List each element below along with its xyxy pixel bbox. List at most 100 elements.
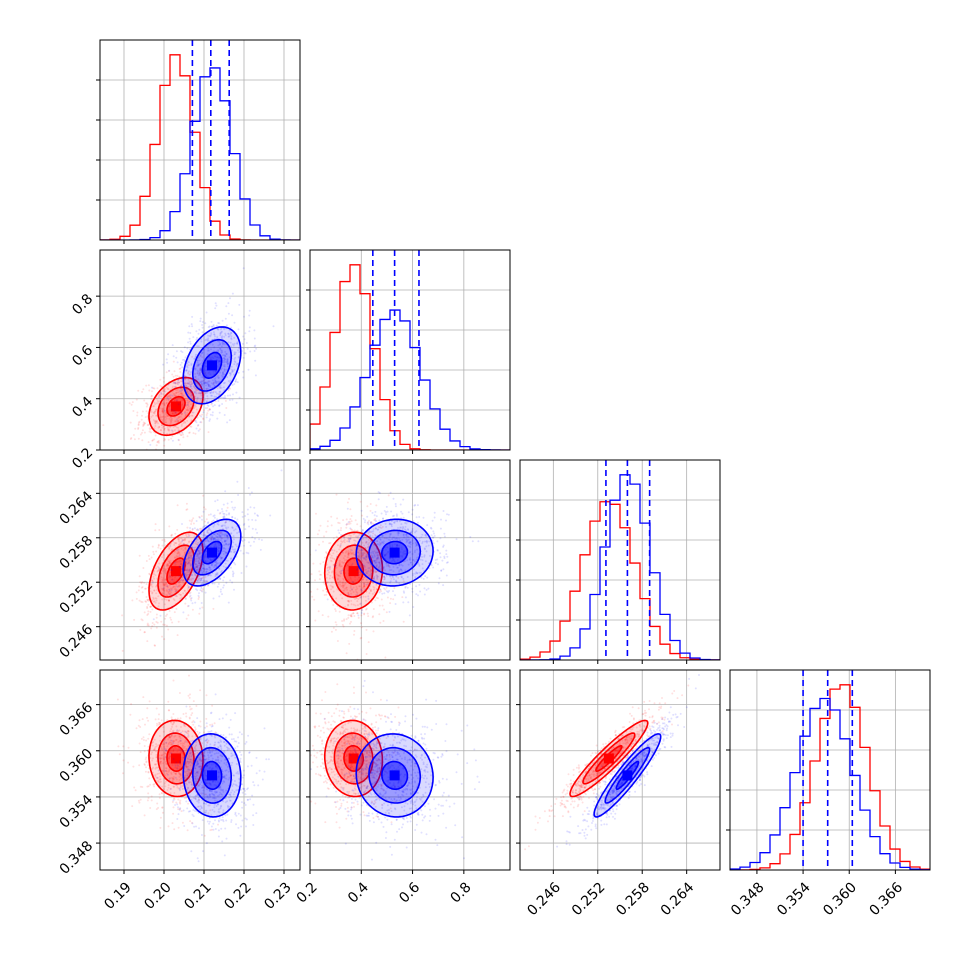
sample-point (217, 550, 220, 553)
sample-point (314, 619, 317, 622)
sample-point (153, 589, 156, 592)
sample-point (189, 371, 192, 374)
sample-point (376, 551, 379, 554)
sample-point (194, 368, 197, 371)
sample-point (385, 586, 388, 589)
sample-point (187, 585, 190, 588)
sample-point (366, 522, 369, 525)
sample-point (225, 552, 228, 555)
sample-point (183, 360, 186, 363)
sample-point (204, 554, 207, 557)
sample-point (154, 644, 156, 647)
sample-point (185, 712, 187, 715)
sample-point (351, 556, 354, 559)
sample-point (147, 458, 149, 460)
sample-point (184, 384, 187, 387)
sample-point (187, 557, 190, 560)
sample-point (383, 576, 386, 579)
sample-point (356, 600, 359, 603)
sample-point (222, 517, 225, 519)
sample-point (338, 564, 341, 566)
sample-point (154, 408, 157, 411)
sample-point (360, 531, 363, 533)
sample-point (361, 608, 364, 611)
sample-point (341, 623, 344, 626)
sample-point (179, 597, 182, 600)
sample-point (218, 535, 221, 538)
sample-point (404, 586, 407, 589)
sample-point (443, 532, 446, 535)
sample-point (178, 543, 181, 545)
sample-point (186, 362, 189, 365)
sample-point (224, 548, 227, 550)
sample-point (222, 382, 225, 385)
sample-point (192, 532, 195, 534)
sample-point (172, 382, 175, 384)
sample-point (175, 420, 177, 423)
sample-point (171, 417, 174, 420)
sample-point (189, 529, 192, 532)
sample-point (356, 612, 359, 615)
panel-frame (99, 459, 301, 661)
sample-point (204, 576, 207, 579)
sample-point (372, 615, 375, 618)
sample-point (354, 539, 357, 542)
sample-point (335, 555, 338, 558)
sample-point (198, 592, 200, 595)
sample-point (183, 552, 186, 555)
sample-point (155, 599, 158, 602)
sample-point (209, 529, 212, 531)
sample-point (226, 363, 229, 365)
sample-point (332, 537, 335, 540)
sample-point (347, 616, 350, 619)
sample-point (177, 537, 180, 540)
sample-point (223, 358, 226, 361)
sample-point (260, 539, 263, 541)
sample-point (442, 584, 445, 587)
sample-point (165, 398, 168, 401)
sample-point (165, 358, 168, 361)
sample-point (158, 796, 161, 799)
sample-point (223, 540, 226, 543)
sample-point (198, 372, 201, 375)
sample-point (178, 581, 181, 584)
sample-point (217, 380, 220, 383)
sample-point (178, 560, 181, 563)
sample-point (202, 533, 205, 536)
sample-point (208, 408, 211, 411)
sample-point (184, 564, 187, 567)
contour-red (148, 531, 204, 611)
sample-point (171, 394, 174, 397)
sample-point (201, 590, 204, 593)
sample-point (374, 599, 377, 602)
sample-point (338, 522, 341, 525)
sample-point (203, 531, 205, 534)
sample-point (416, 504, 419, 507)
sample-point (237, 494, 240, 496)
sample-point (350, 614, 353, 617)
sample-point (356, 536, 359, 539)
sample-point (374, 510, 377, 513)
sample-point (207, 372, 210, 375)
sample-point (254, 537, 256, 540)
sample-point (174, 374, 177, 377)
sample-point (142, 567, 145, 569)
sample-point (188, 383, 191, 386)
sample-point (196, 554, 199, 557)
sample-point (169, 561, 171, 564)
sample-point (164, 413, 167, 416)
sample-point (204, 381, 206, 384)
sample-point (343, 538, 346, 541)
sample-point (238, 396, 241, 399)
sample-point (216, 538, 219, 541)
sample-point (173, 550, 176, 553)
sample-point (220, 569, 223, 572)
sample-point (209, 559, 212, 562)
density-peak (207, 547, 217, 558)
sample-point (180, 393, 183, 395)
sample-point (150, 799, 153, 802)
sample-point (189, 569, 192, 572)
sample-point (216, 499, 219, 502)
sample-point (185, 533, 188, 536)
histogram-blue (520, 474, 720, 660)
